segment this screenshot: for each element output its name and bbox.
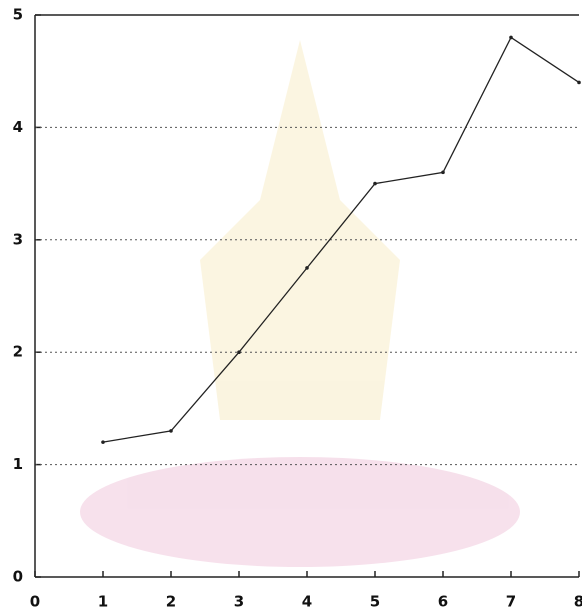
x-tick-label: 7 bbox=[506, 593, 516, 611]
x-tick-label: 5 bbox=[370, 593, 380, 611]
x-tick-label: 3 bbox=[234, 593, 244, 611]
y-tick-label: 4 bbox=[13, 118, 23, 136]
data-point bbox=[101, 440, 105, 444]
data-point bbox=[237, 350, 241, 354]
x-tick-label: 8 bbox=[574, 593, 582, 611]
x-tick-label: 1 bbox=[98, 593, 108, 611]
x-tick-label: 6 bbox=[438, 593, 448, 611]
y-tick-label: 5 bbox=[13, 6, 23, 24]
y-tick-label: 3 bbox=[13, 230, 23, 248]
data-point bbox=[577, 81, 581, 85]
y-tick-label: 0 bbox=[13, 568, 23, 586]
data-point bbox=[373, 182, 377, 186]
x-tick-label: 2 bbox=[166, 593, 176, 611]
data-point bbox=[305, 266, 309, 270]
chart: 0 1 2 3 4 5 0 1 2 3 4 5 6 7 8 bbox=[0, 0, 582, 613]
data-point bbox=[441, 171, 445, 175]
y-tick-label: 2 bbox=[13, 343, 23, 361]
data-point bbox=[169, 429, 173, 433]
y-tick-label: 1 bbox=[13, 455, 23, 473]
watermark bbox=[80, 40, 520, 567]
x-tick-label: 0 bbox=[30, 593, 40, 611]
page: {"chart_data": {"type": "line", "x": [1,… bbox=[0, 0, 582, 613]
data-point bbox=[509, 36, 513, 40]
x-tick-label: 4 bbox=[302, 593, 312, 611]
watermark-ellipse bbox=[80, 457, 520, 567]
